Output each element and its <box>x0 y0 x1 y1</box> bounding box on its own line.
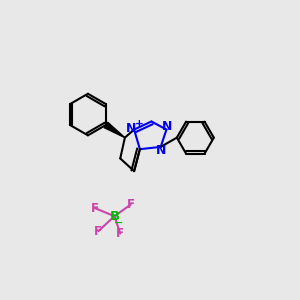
Text: +: + <box>135 119 144 129</box>
Text: B: B <box>110 210 119 223</box>
Text: F: F <box>91 202 99 214</box>
Text: N: N <box>155 144 166 157</box>
Text: F: F <box>94 225 102 238</box>
Text: −: − <box>114 218 123 228</box>
Text: N: N <box>162 120 172 133</box>
Polygon shape <box>104 122 125 138</box>
Text: N: N <box>126 122 136 135</box>
Text: F: F <box>116 227 124 240</box>
Text: F: F <box>127 198 135 211</box>
